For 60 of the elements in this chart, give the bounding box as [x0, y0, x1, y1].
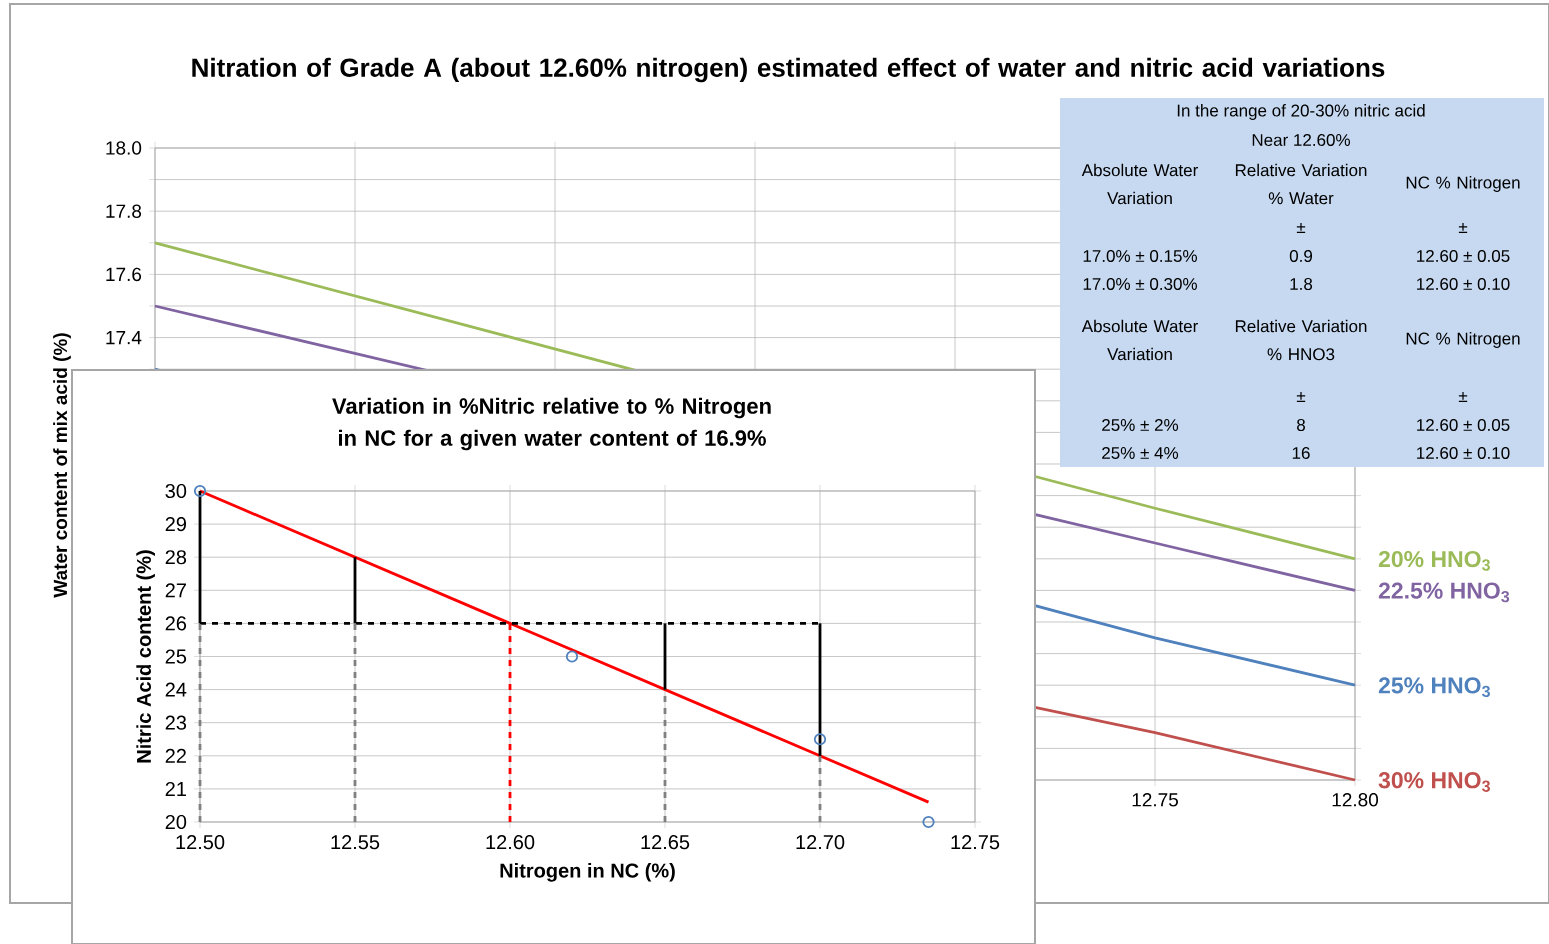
y-axis-title: Nitric Acid content (%) — [136, 550, 155, 763]
annotation: Absolute Water Variation — [1081, 163, 1198, 205]
annotation: 25% ± 4% — [1102, 446, 1179, 460]
series-label: 25% HNO$_{3}$ — [1378, 677, 1490, 698]
annotation: 1.8 — [1290, 277, 1313, 291]
series-label: 20% HNO$_{3}$ — [1378, 550, 1490, 571]
annotation: 0.9 — [1289, 249, 1313, 263]
point — [922, 815, 935, 829]
y-tick-label: 21 — [165, 781, 186, 796]
annotation: Absolute Water Variation — [1081, 319, 1198, 361]
text: NC % Nitrogen — [1406, 332, 1520, 348]
y-tick-label: 17.8 — [106, 204, 142, 218]
y-tick-label: 20 — [165, 814, 187, 830]
x-tick-label: 12.60 — [486, 835, 535, 850]
y-tick-label: 26 — [165, 616, 187, 631]
annotation: 25% ± 2% — [1102, 418, 1179, 432]
chart-title: Nitration of Grade A (about 12.60% nitrogen) estimated effect of water and nitric acid variations — [192, 57, 1385, 83]
x-tick-label: 12.70 — [796, 835, 845, 850]
point — [193, 484, 207, 498]
chart-title: Variation in %Nitric relative to % Nitrogen in NC for a given water content of 16.9% — [332, 397, 771, 451]
text: Near 12.60% — [1252, 133, 1350, 146]
y-tick-label: 24 — [165, 682, 187, 697]
text: 12.60 ± 0.10 — [1417, 446, 1510, 460]
y-axis-title: Water content of mix acid (%) — [53, 333, 71, 598]
x-axis-title: Nitrogen in NC (%) — [500, 862, 675, 882]
text: NC % Nitrogen — [1406, 176, 1520, 192]
x-tick-label: 12.65 — [641, 835, 690, 850]
annotation: Relative Variation % HNO3 — [1235, 319, 1367, 361]
text: 12.60 ± 0.10 — [1417, 277, 1510, 291]
point — [565, 650, 579, 663]
y-tick-label: 29 — [165, 517, 186, 532]
x-tick-label: 12.55 — [331, 835, 380, 850]
annotation: 17.0% ± 0.15% — [1083, 249, 1197, 263]
y-tick-label: 22 — [165, 748, 186, 763]
x-tick-label: 12.50 — [176, 835, 225, 850]
x-tick-label: 12.75 — [1132, 793, 1178, 807]
text: In the range of 20-30% nitric acid — [1177, 104, 1425, 120]
y-tick-label: 17.6 — [106, 267, 142, 282]
x-tick-label: 12.80 — [1332, 793, 1379, 807]
annotation: ± — [1296, 391, 1306, 403]
annotation: Relative Variation % Water — [1235, 163, 1367, 205]
series-label: 30% HNO$_{3}$ — [1378, 772, 1490, 792]
y-tick-label: 30 — [165, 483, 187, 499]
annotation: 16 — [1292, 446, 1310, 460]
annotation: 8 — [1297, 418, 1305, 432]
annotation: ± — [1296, 222, 1306, 234]
y-tick-label: 17.4 — [106, 331, 142, 345]
y-tick-label: 25 — [165, 649, 187, 664]
series-label: 22.5% HNO$_{3}$ — [1378, 582, 1510, 603]
y-tick-label: 27 — [165, 583, 186, 598]
text: 12.60 ± 0.05 — [1417, 418, 1510, 432]
text: ± — [1458, 391, 1468, 403]
annotation: 17.0% ± 0.30% — [1083, 277, 1197, 291]
text: ± — [1458, 222, 1468, 234]
y-tick-label: 28 — [165, 550, 187, 565]
point — [813, 733, 827, 746]
text: 12.60 ± 0.05 — [1417, 249, 1510, 263]
x-tick-label: 12.75 — [951, 835, 1000, 850]
y-tick-label: 23 — [165, 715, 187, 730]
y-tick-label: 18.0 — [106, 141, 142, 155]
